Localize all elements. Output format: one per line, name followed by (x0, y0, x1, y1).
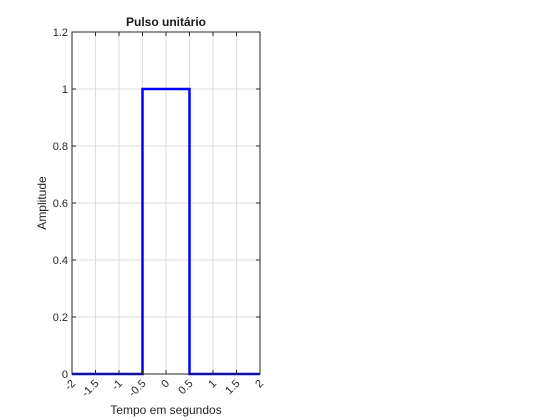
chart-title: Pulso unitário (126, 15, 206, 29)
y-tick-label: 0.8 (53, 141, 68, 153)
y-tick-label: 1.2 (53, 27, 68, 39)
y-tick-label: 0.4 (53, 255, 68, 267)
x-axis-label: Tempo em segundos (110, 403, 221, 417)
y-tick-label: 1 (62, 84, 68, 96)
y-tick-label: 0.6 (53, 198, 68, 210)
y-tick-label: 0.2 (53, 312, 68, 324)
y-axis-label: Amplitude (35, 176, 49, 230)
y-tick-label: 0 (62, 369, 68, 381)
